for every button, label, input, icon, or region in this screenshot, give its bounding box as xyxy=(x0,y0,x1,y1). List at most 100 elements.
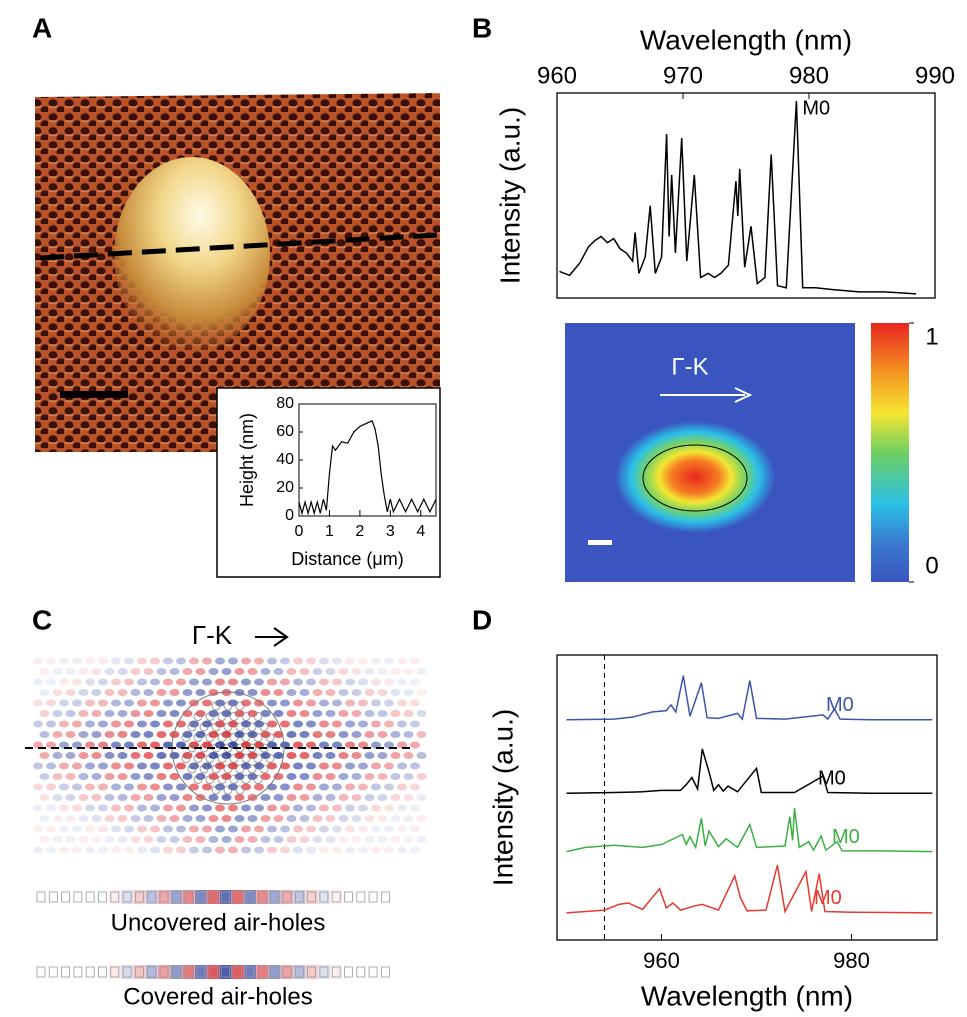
field-spot xyxy=(332,699,342,707)
field-spot xyxy=(228,783,238,791)
field-spot xyxy=(267,720,277,728)
field-spot xyxy=(33,741,43,749)
field-spot xyxy=(98,783,108,791)
air-hole xyxy=(356,891,366,903)
field-spot xyxy=(150,678,160,686)
field-spot xyxy=(59,699,69,707)
field-spot xyxy=(358,741,368,749)
field-spot xyxy=(351,836,362,843)
field-spot xyxy=(384,699,394,707)
field-spot xyxy=(403,752,414,759)
field-spot xyxy=(390,773,401,780)
field-spot xyxy=(293,699,303,707)
direction-arrow xyxy=(255,627,289,647)
field-spot xyxy=(247,836,258,843)
field-spot xyxy=(351,815,362,822)
field-spot xyxy=(241,804,251,812)
field-spot xyxy=(72,699,82,707)
field-spot xyxy=(163,762,173,770)
field-spot xyxy=(312,836,323,843)
field-spot xyxy=(325,668,336,675)
air-hole xyxy=(233,891,243,903)
field-strip xyxy=(305,965,318,979)
air-hole xyxy=(217,733,227,742)
field-spot xyxy=(117,794,128,801)
field-spot xyxy=(156,752,167,759)
peak-label: M0 xyxy=(814,887,842,909)
field-spot xyxy=(345,825,355,833)
air-hole xyxy=(245,891,255,903)
field-spot xyxy=(189,783,199,791)
field-spot xyxy=(410,783,420,791)
field-spot xyxy=(364,752,375,759)
field-spot xyxy=(98,720,108,728)
field-spot xyxy=(124,741,134,749)
x-tick-label: 960 xyxy=(643,948,680,973)
field-spot xyxy=(143,794,154,801)
field-spot xyxy=(130,731,141,738)
field-spot xyxy=(384,762,394,770)
x-tick-label: 3 xyxy=(386,523,395,540)
field-spot xyxy=(267,825,277,833)
field-spot xyxy=(91,815,102,822)
field-spot xyxy=(176,741,186,749)
field-spot xyxy=(221,794,232,801)
field-spot xyxy=(163,804,173,812)
air-hole xyxy=(235,722,245,732)
air-hole xyxy=(221,966,230,978)
field-spot xyxy=(293,762,303,770)
field-spot xyxy=(98,741,108,749)
field-spot xyxy=(364,794,375,801)
field-spot xyxy=(52,815,63,822)
field-spot xyxy=(143,668,154,675)
field-spot xyxy=(137,699,147,707)
field-spot xyxy=(182,773,193,780)
field-spot xyxy=(410,678,420,686)
field-spot xyxy=(104,689,115,696)
field-spot xyxy=(228,762,238,770)
field-spot xyxy=(65,836,76,843)
air-hole xyxy=(265,754,275,763)
field-spot xyxy=(273,773,284,780)
field-spot xyxy=(306,762,316,770)
air-hole xyxy=(245,966,255,978)
x-axis-label: Wavelength (nm) xyxy=(641,980,853,1011)
field-spot xyxy=(325,773,336,780)
field-spot xyxy=(234,689,245,696)
field-strip xyxy=(133,890,146,904)
field-strip xyxy=(170,890,183,904)
field-spot xyxy=(364,773,375,780)
field-strip xyxy=(268,965,281,979)
field-spot xyxy=(416,731,427,738)
field-spot xyxy=(104,815,115,822)
field-spot xyxy=(104,731,115,738)
field-spot xyxy=(280,741,290,749)
field-spot xyxy=(325,815,336,822)
peak-label: M0 xyxy=(826,694,854,716)
field-spot xyxy=(371,783,381,791)
air-hole xyxy=(265,733,275,742)
field-spot xyxy=(254,762,264,770)
field-spot xyxy=(332,825,342,833)
field-spot xyxy=(325,731,336,738)
field-spot xyxy=(364,815,375,822)
field-spot xyxy=(293,678,303,686)
field-spot xyxy=(312,815,323,822)
field-spot xyxy=(306,678,316,686)
field-spot xyxy=(195,668,206,675)
field-spot xyxy=(65,794,76,801)
field-spot xyxy=(234,836,245,843)
field-spot xyxy=(280,762,290,770)
field-spot xyxy=(91,794,102,801)
field-spot xyxy=(189,846,199,854)
field-spot xyxy=(117,731,128,738)
field-spot xyxy=(358,762,368,770)
field-spot xyxy=(306,657,316,665)
field-spot xyxy=(111,720,121,728)
field-spot xyxy=(150,762,160,770)
field-spot xyxy=(137,846,147,854)
field-spot xyxy=(286,815,297,822)
field-spot xyxy=(306,804,316,812)
field-spot xyxy=(234,815,245,822)
